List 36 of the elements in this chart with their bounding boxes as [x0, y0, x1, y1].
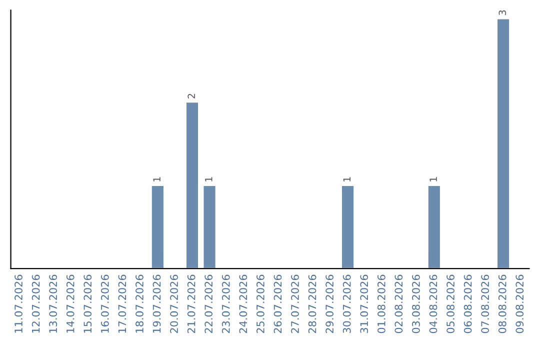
data-label: 1	[430, 177, 437, 182]
data-label: 1	[205, 177, 212, 182]
x-tick-label: 02.08.2026	[394, 274, 403, 334]
data-label: 3	[498, 10, 506, 16]
x-tick-label: 17.07.2026	[118, 274, 126, 333]
x-tick-label: 18.07.2026	[136, 274, 144, 333]
x-tick-label: 16.07.2026	[100, 274, 109, 333]
x-tick-label: 28.07.2026	[308, 274, 316, 334]
x-tick-label: 15.07.2026	[84, 274, 92, 333]
x-tick-label: 30.07.2026	[342, 274, 351, 334]
x-tick-label: 23.07.2026	[222, 274, 230, 334]
x-tick-label: 12.07.2026	[32, 274, 40, 333]
x-tick-label: 22.07.2026	[204, 274, 213, 334]
data-label: 1	[153, 177, 160, 182]
x-tick-label: 03.08.2026	[412, 274, 420, 334]
x-tick-label: 08.08.2026	[498, 274, 506, 334]
x-tick-label: 26.07.2026	[274, 274, 282, 334]
x-tick-label: 07.08.2026	[481, 274, 490, 334]
x-tick-label: 05.08.2026	[446, 274, 454, 334]
x-tick-label: 14.07.2026	[66, 274, 74, 333]
x-tick-label: 25.07.2026	[256, 274, 264, 334]
x-tick-label: 06.08.2026	[464, 274, 472, 334]
x-tick-label: 29.07.2026	[326, 274, 334, 334]
data-label: 1	[343, 177, 350, 182]
x-tick-label: 24.07.2026	[239, 274, 248, 334]
x-tick-label: 04.08.2026	[429, 274, 438, 334]
x-tick-label: 13.07.2026	[49, 274, 58, 333]
x-tick-label: 09.08.2026	[516, 274, 524, 334]
x-tick-label: 01.08.2026	[377, 274, 386, 334]
x-tick-label: 20.07.2026	[170, 274, 178, 334]
data-label: 2	[188, 94, 195, 98]
x-tick-label: 19.07.2026	[152, 274, 161, 333]
x-tick-label: 21.07.2026	[187, 274, 196, 334]
x-tick-label: 27.07.2026	[291, 274, 299, 334]
x-tick-label: 11.07.2026	[14, 274, 22, 333]
x-tick-label: 31.07.2026	[360, 274, 368, 334]
